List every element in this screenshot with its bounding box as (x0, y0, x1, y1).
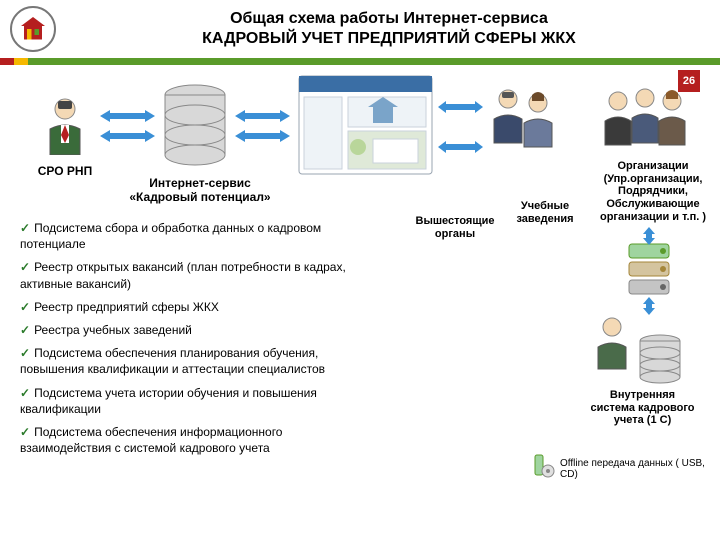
service-label: Интернет-сервис «Кадровый потенциал» (115, 177, 285, 205)
org-label: Организации (Упр.организации, Подрядчики… (588, 160, 718, 223)
arrow-browser-group-2 (438, 140, 483, 154)
higher-label: Вышестоящие органы (400, 215, 510, 240)
bullet-item: Подсистема сбора и обработка данных о ка… (20, 220, 375, 252)
bullet-item: Реестр открытых вакансий (план потребнос… (20, 259, 375, 291)
org-people-icon (600, 83, 690, 158)
arrow-browser-group-1 (438, 100, 483, 114)
edu-label: Учебные заведения (500, 200, 590, 225)
arrow-org-server (642, 227, 656, 250)
arrow-sro-db-1 (100, 109, 155, 123)
title-line2: КАДРОВЫЙ УЧЕТ ПРЕДПРИЯТИЙ СФЕРЫ ЖКХ (68, 29, 710, 49)
bullet-item: Реестр предприятий сферы ЖКХ (20, 299, 375, 315)
browser-window-icon (298, 75, 433, 175)
feature-list: Подсистема сбора и обработка данных о ка… (20, 220, 375, 463)
arrow-server-person (642, 297, 656, 320)
arrow-db-browser-2 (235, 129, 290, 143)
internal-label: Внутренняя система кадрового учета (1 С) (575, 389, 710, 427)
internal-person-icon (590, 315, 634, 376)
sro-person-icon (40, 95, 90, 155)
color-bar (0, 58, 720, 65)
page-title: Общая схема работы Интернет-сервиса КАДР… (68, 9, 710, 49)
logo-icon (10, 6, 56, 52)
higher-edu-people-icon (488, 83, 560, 158)
bullet-item: Реестра учебных заведений (20, 322, 375, 338)
internal-db-icon (636, 333, 684, 390)
offline-label: Offline передача данных ( USB, CD) (560, 458, 715, 480)
database-icon (160, 83, 230, 168)
offline-icon (530, 453, 556, 484)
diagram-canvas: СРО РНП Интернет-сервис «Кадровый потенц… (0, 65, 720, 515)
arrow-db-browser-1 (235, 109, 290, 123)
bullet-item: Подсистема обеспечения планирования обуч… (20, 345, 375, 377)
title-line1: Общая схема работы Интернет-сервиса (68, 9, 710, 29)
bullet-item: Подсистема учета истории обучения и повы… (20, 385, 375, 417)
sro-label: СРО РНП (20, 165, 110, 179)
bullet-item: Подсистема обеспечения информационного в… (20, 424, 375, 456)
arrow-sro-db-2 (100, 129, 155, 143)
